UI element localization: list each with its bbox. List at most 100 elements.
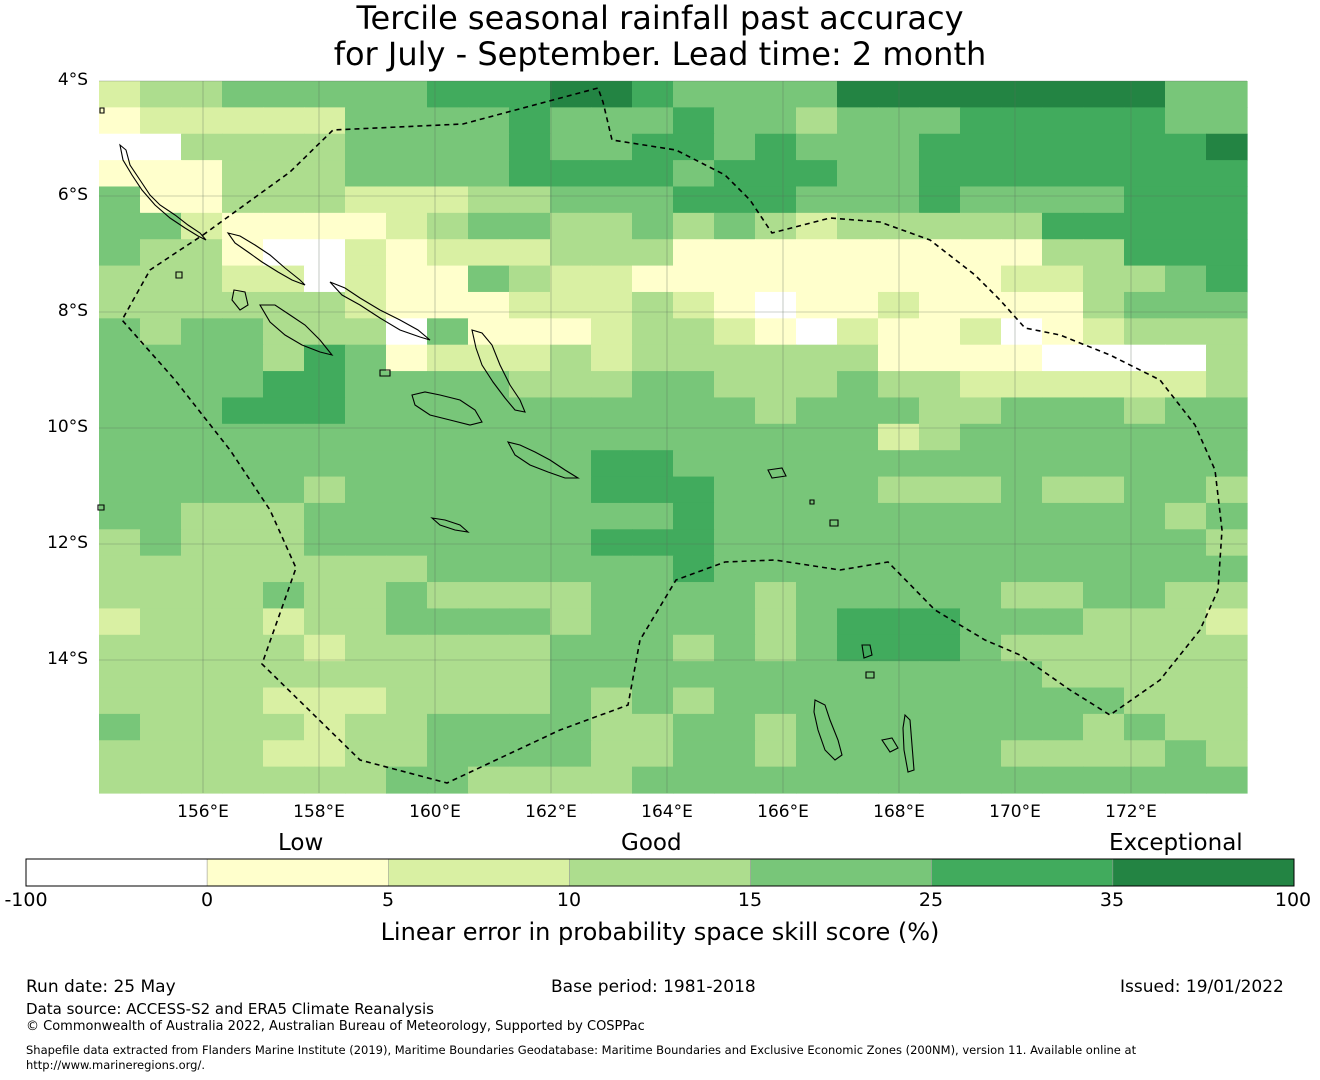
skill-cell [550, 608, 592, 636]
skill-cell [386, 107, 428, 135]
skill-cell [99, 766, 141, 794]
skill-cell [263, 555, 305, 583]
colorbar-category-exceptional: Exceptional [1109, 830, 1243, 856]
skill-cell [550, 661, 592, 689]
skill-cell [222, 291, 264, 319]
skill-cell [1001, 265, 1043, 293]
skill-cell [1124, 529, 1166, 557]
skill-cell [919, 371, 961, 399]
skill-cell [1165, 766, 1207, 794]
skill-cell [468, 529, 510, 557]
skill-cell [222, 133, 264, 161]
skill-cell [632, 318, 674, 346]
skill-cell [345, 107, 387, 135]
skill-cell [1001, 344, 1043, 372]
skill-cell [1206, 371, 1248, 399]
skill-cell [99, 186, 141, 214]
skill-cell [1042, 160, 1084, 188]
skill-cell [99, 687, 141, 715]
skill-cell [755, 608, 797, 636]
skill-cell [796, 160, 838, 188]
skill-cell [837, 344, 879, 372]
lat-label-12s: 12°S [47, 533, 88, 553]
skill-cell [1083, 582, 1125, 610]
skill-cell [591, 634, 633, 662]
skill-cell [1001, 555, 1043, 583]
skill-cell [222, 608, 264, 636]
skill-cell [509, 81, 551, 108]
skill-cell [304, 371, 346, 399]
skill-cell [263, 634, 305, 662]
skill-cell [837, 265, 879, 293]
skill-cell [632, 81, 674, 108]
skill-cell [714, 81, 756, 108]
skill-cell [386, 397, 428, 425]
skill-cell [796, 740, 838, 768]
skill-cell [550, 529, 592, 557]
skill-cell [263, 687, 305, 715]
skill-cell [960, 81, 1002, 108]
skill-cell [427, 502, 469, 530]
skill-cell [919, 291, 961, 319]
colorbar-category-good: Good [621, 830, 682, 856]
skill-cell [1042, 687, 1084, 715]
skill-cell [304, 186, 346, 214]
lon-label-160e: 160°E [409, 802, 461, 822]
skill-cell [345, 291, 387, 319]
skill-cell [632, 450, 674, 478]
skill-cell [1083, 476, 1125, 504]
skill-cell [427, 212, 469, 240]
skill-cell [755, 291, 797, 319]
skill-cell [796, 476, 838, 504]
skill-cell [222, 740, 264, 768]
skill-cell [1165, 212, 1207, 240]
skill-cell [1124, 318, 1166, 346]
skill-cell [304, 318, 346, 346]
skill-cell [181, 713, 223, 741]
skill-cell [714, 450, 756, 478]
skill-cell [673, 344, 715, 372]
skill-cell [632, 397, 674, 425]
skill-grid [99, 81, 1248, 794]
skill-cell [222, 318, 264, 346]
skill-cell [263, 740, 305, 768]
coastline-malaita [471, 329, 526, 413]
coastline-malakula [881, 737, 899, 753]
skill-cell [222, 212, 264, 240]
skill-cell [919, 582, 961, 610]
skill-cell [509, 212, 551, 240]
lon-label-156e: 156°E [177, 802, 229, 822]
lat-label-8s: 8°S [57, 301, 88, 321]
skill-cell [796, 371, 838, 399]
skill-cell [550, 265, 592, 293]
skill-cell [837, 529, 879, 557]
skill-cell [837, 397, 879, 425]
skill-cell [1206, 687, 1248, 715]
skill-cell [550, 634, 592, 662]
coastline-choiseul [329, 281, 431, 341]
skill-cell [1001, 476, 1043, 504]
skill-cell [673, 661, 715, 689]
skill-cell [755, 160, 797, 188]
skill-cell [796, 318, 838, 346]
skill-cell [1083, 687, 1125, 715]
skill-cell [345, 81, 387, 108]
lon-label-168e: 168°E [873, 802, 925, 822]
skill-cell [632, 107, 674, 135]
skill-cell [755, 344, 797, 372]
skill-cell [550, 687, 592, 715]
skill-cell [1042, 318, 1084, 346]
skill-cell [263, 81, 305, 108]
skill-cell [263, 371, 305, 399]
colorbar-tick-5: 5 [381, 889, 395, 911]
skill-cell [1165, 160, 1207, 188]
skill-cell [345, 476, 387, 504]
skill-cell [755, 502, 797, 530]
skill-cell [1165, 107, 1207, 135]
skill-cell [1083, 423, 1125, 451]
skill-cell [1083, 529, 1125, 557]
skill-cell [222, 107, 264, 135]
skill-cell [386, 450, 428, 478]
skill-cell [181, 582, 223, 610]
skill-cell [1165, 687, 1207, 715]
